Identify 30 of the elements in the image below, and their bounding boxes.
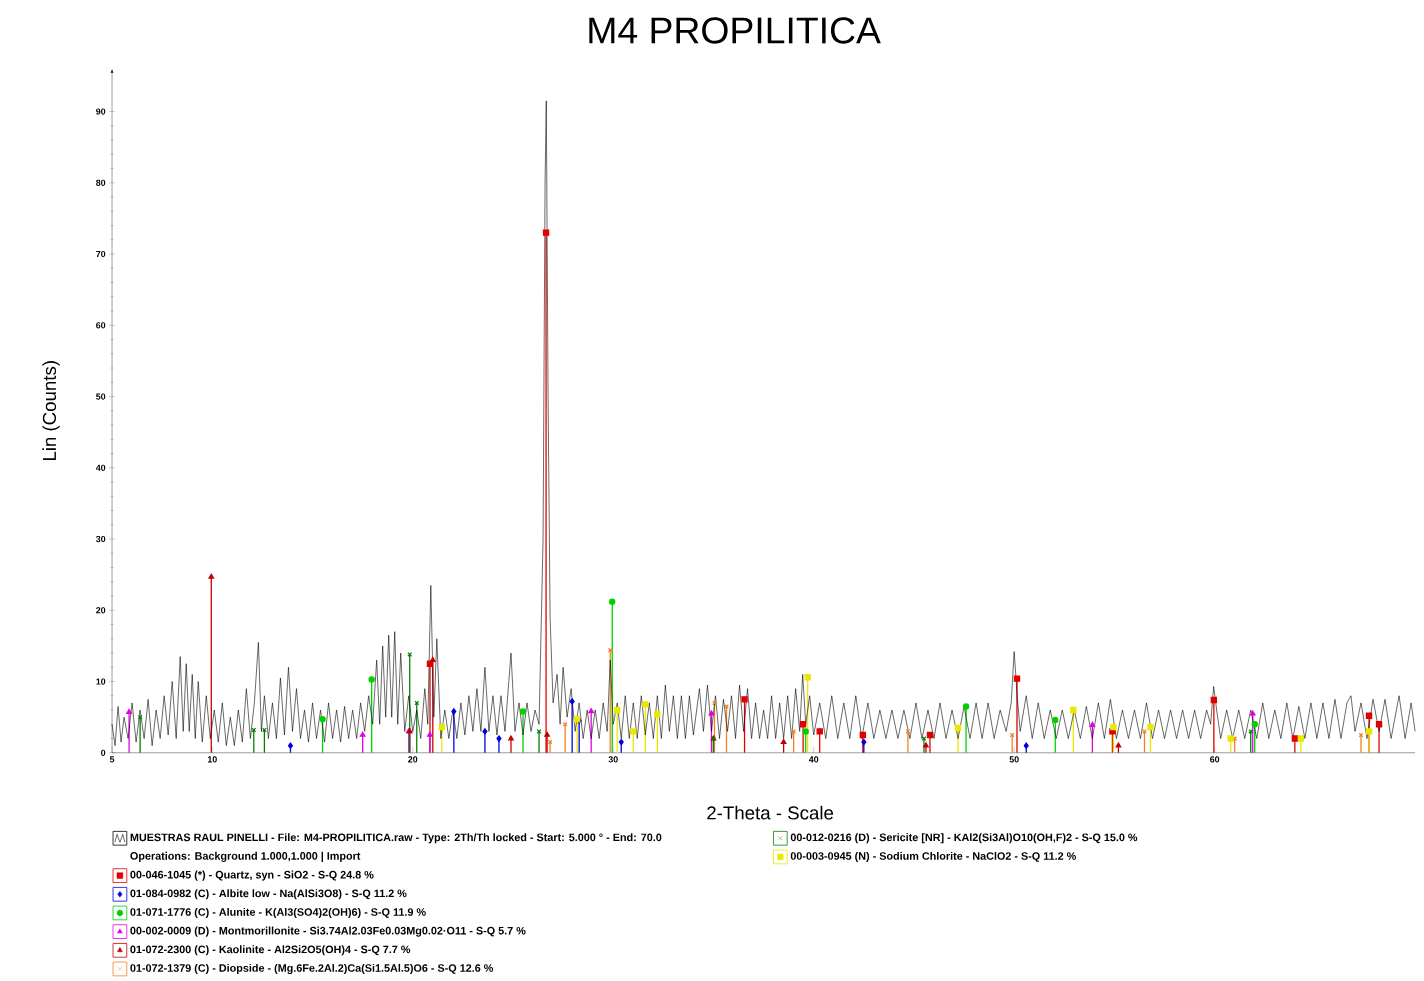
text: Operations: Background 1.000,1.000 | Import — [130, 851, 361, 863]
legend-label: 00-003-0945 (N) - Sodium Chlorite - NaClO2 - S-Q 11.2 % — [790, 852, 1076, 863]
legend-label: 01-072-1379 (C) - Diopside - (Mg.6Fe.2Al.2)Ca(Si1.5Al.5)O6 - S-Q 12.6 % — [130, 964, 494, 975]
legend-label: 01-072-2300 (C) - Kaolinite - Al2Si2O5(OH)4 - S-Q 7.7 % — [130, 945, 411, 956]
y-tick-label: 40 — [95, 464, 106, 472]
x-tick-label: 60 — [1210, 756, 1220, 763]
y-tick-label: 70 — [96, 251, 106, 258]
y-tick-label: 30 — [95, 535, 106, 543]
legend-label: 00-002-0009 (D) - Montmorillonite - Si3.74Al2.03Fe0.03Mg0.02·O11 - S-Q 5.7 % — [130, 926, 526, 937]
legend-label: 01-071-1776 (C) - Alunite - K(Al3(SO4)2(OH)6) - S-Q 11.9 % — [130, 908, 426, 919]
legend-label: 01-084-0982 (C) - Albite low - Na(AlSi3O8) - S-Q 11.2 % — [130, 889, 407, 900]
y-tick-label: 50 — [96, 393, 106, 400]
y-tick-label: 80 — [96, 179, 106, 187]
x-tick-label: 50 — [1009, 756, 1019, 763]
chart-title: M4 PROPILITICA — [589, 17, 881, 44]
legend-label: 00-012-0216 (D) - Sericite [NR] - KAl2(Si3Al)O10(OH,F)2 - S-Q 15.0 % — [790, 833, 1138, 844]
x-tick-label: 10 — [207, 756, 217, 763]
legend-label: MUESTRAS RAUL PINELLI - File: M4-PROPILITICA.raw - Type: 2Th/Th locked - Start: 5.000 ° - End: 70.0 — [130, 833, 662, 844]
x-axis-title: 2-Theta - Scale — [707, 805, 834, 820]
legend-label: 00-046-1045 (*) - Quartz, syn - SiO2 - S-Q 24.8 % — [130, 870, 374, 881]
y-tick-label: 0 — [101, 749, 106, 757]
y-tick-label: 90 — [96, 108, 106, 115]
x-tick-label: 40 — [808, 756, 819, 763]
x-tick-label: 30 — [608, 756, 618, 763]
x-tick-label: 20 — [408, 756, 418, 763]
y-tick-label: 60 — [96, 322, 106, 329]
y-tick-label: 10 — [96, 678, 106, 685]
x-tick-label: 5 — [109, 756, 115, 763]
y-axis-title: Lin (Counts) — [42, 361, 60, 461]
y-tick-label: 20 — [96, 607, 106, 614]
